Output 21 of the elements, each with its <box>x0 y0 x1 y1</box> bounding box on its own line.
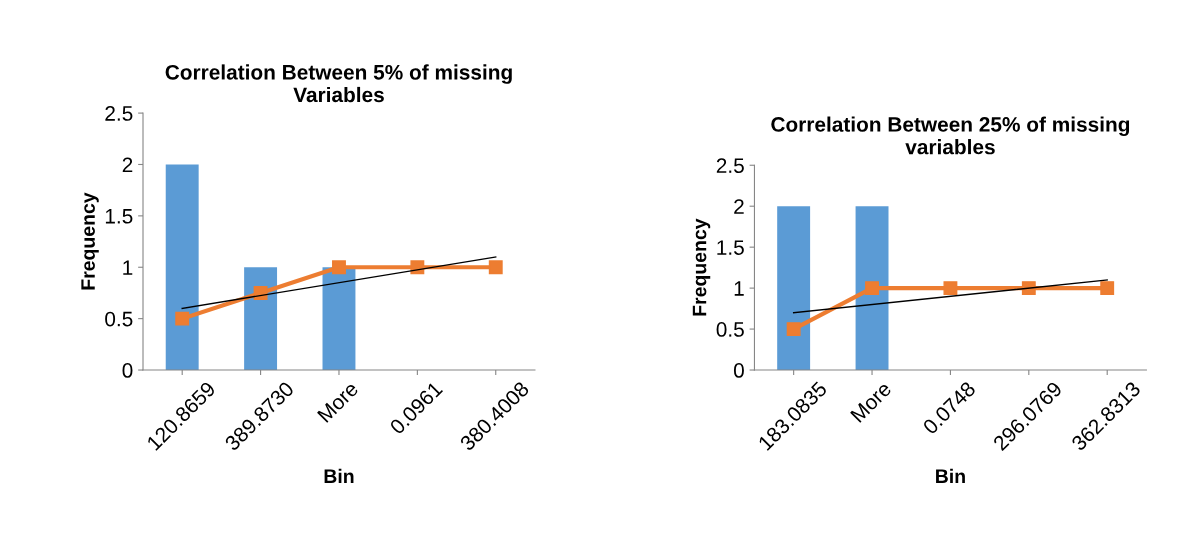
y-tick-label: 1 <box>734 281 744 296</box>
y-tick-label: 1.5 <box>105 209 133 224</box>
chart-title: Correlation Between 25% of missing variables <box>771 116 1130 155</box>
y-tick-label: 0.5 <box>716 322 744 337</box>
y-tick-label: 1.5 <box>717 240 744 255</box>
y-tick-label: 2 <box>122 157 133 173</box>
point <box>488 260 503 275</box>
y-tick-label: 0 <box>733 363 744 378</box>
chart-title: Correlation Between 5% of missing Variables <box>165 64 512 103</box>
y-tick-label: 2 <box>734 199 744 214</box>
y-tick-label: 1 <box>123 260 133 275</box>
y-tick-label: 2.5 <box>716 158 744 173</box>
y-tick-label: 2.5 <box>105 106 133 121</box>
y-axis-title: Frequency <box>81 192 99 290</box>
y-tick-label: 0.5 <box>105 311 133 327</box>
x-axis-title: Bin <box>936 468 965 483</box>
y-axis-title: Frequency <box>692 218 711 316</box>
point <box>175 311 190 326</box>
x-axis-title: Bin <box>324 468 354 483</box>
y-tick-label: 0 <box>122 363 133 378</box>
point <box>332 260 346 275</box>
